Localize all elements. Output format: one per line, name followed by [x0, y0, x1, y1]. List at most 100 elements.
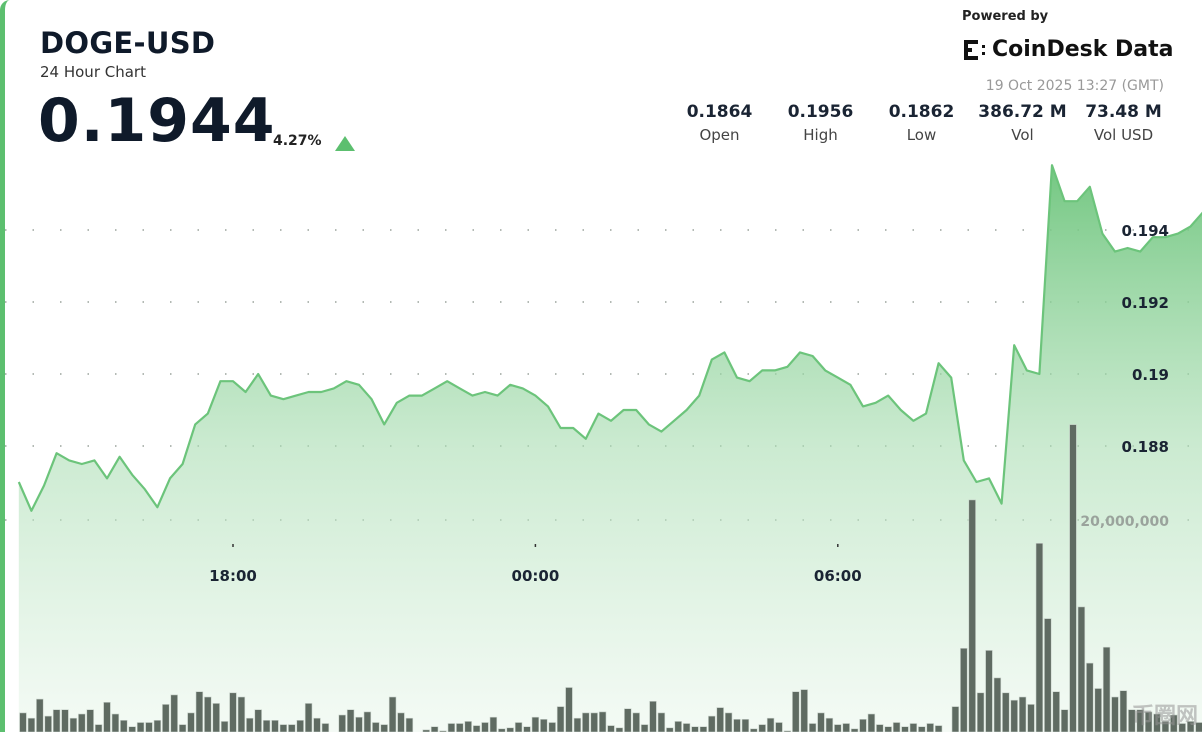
volume-bar [741, 718, 750, 732]
volume-bar [766, 717, 775, 732]
volume-bar [1010, 699, 1018, 732]
volume-bar [976, 692, 985, 732]
stat-vol-usd: 73.48 M Vol USD [1073, 102, 1174, 144]
volume-bar [842, 723, 850, 732]
volume-bar [170, 694, 178, 732]
volume-bar [582, 712, 590, 732]
volume-bar [1077, 606, 1086, 732]
volume-bar [1153, 713, 1161, 732]
volume-bar [985, 650, 993, 732]
price-line [17, 164, 1202, 512]
volume-bar [682, 723, 691, 732]
volume-bar [44, 715, 52, 732]
symbol-title: DOGE-USD [40, 26, 216, 60]
volume-bar [758, 724, 766, 732]
volume-bar [422, 729, 430, 732]
volume-bar [1044, 618, 1052, 732]
volume-bar [640, 724, 649, 732]
volume-bar [834, 724, 842, 732]
volume-bar [363, 711, 372, 732]
volume-bar [1128, 709, 1136, 732]
up-arrow-icon [335, 136, 355, 151]
volume-bar [1136, 709, 1144, 732]
timestamp: 19 Oct 2025 13:27 (GMT) [985, 78, 1164, 94]
current-price: 0.1944 [38, 86, 276, 156]
volume-bar [456, 723, 464, 732]
volume-bar [195, 691, 204, 732]
brand-logo: CoinDesk Data [962, 37, 1174, 62]
volume-bar [111, 713, 120, 732]
volume-bar [968, 499, 976, 732]
volume-bar [346, 709, 355, 732]
volume-bar [304, 703, 313, 732]
volume-bar [783, 730, 792, 732]
volume-bar [565, 687, 573, 732]
volume-bar [338, 714, 346, 732]
brand-name: CoinDesk Data [992, 37, 1174, 62]
volume-bar [884, 726, 892, 732]
volume-bar [27, 717, 36, 732]
volume-bar [808, 723, 817, 732]
volume-bar [120, 719, 128, 732]
volume-bar [1060, 709, 1069, 732]
volume-bar [136, 722, 145, 732]
volume-bar [1069, 424, 1077, 732]
volume-bar [960, 647, 968, 732]
volume-bar [103, 701, 111, 732]
volume-bar [204, 696, 212, 732]
volume-bar [909, 723, 918, 732]
volume-bar [388, 696, 397, 732]
y-tick-label: 0.194 [1122, 222, 1169, 240]
volume-bar [464, 721, 472, 732]
volume-bar [237, 696, 246, 732]
volume-bar [1195, 722, 1202, 732]
stat-label: Vol USD [1093, 126, 1154, 144]
volume-bar [859, 718, 867, 732]
stats-row: 0.1864 Open 0.1956 High 0.1862 Low 386.72 M… [669, 102, 1174, 144]
stat-label: Vol [1011, 126, 1034, 144]
volume-bar [1102, 646, 1111, 732]
volume-bar [1086, 662, 1094, 732]
volume-bar [1119, 690, 1128, 732]
volume-bar [220, 721, 229, 732]
stat-low: 0.1862 Low [871, 102, 972, 144]
volume-bar [380, 724, 388, 732]
volume-bar [355, 716, 363, 732]
volume-bar [817, 712, 825, 732]
stat-high: 0.1956 High [770, 102, 871, 144]
volume-bar [153, 719, 162, 732]
volume-bar [624, 708, 632, 732]
volume-bar [1161, 721, 1170, 732]
volume-bar [262, 719, 271, 732]
volume-bar [296, 719, 304, 732]
volume-bar [1111, 696, 1119, 732]
volume-bar [288, 724, 296, 732]
volume-bar [397, 712, 405, 732]
volume-bar [792, 691, 800, 732]
volume-bar [1002, 692, 1010, 732]
volume-bar [1144, 711, 1153, 732]
volume-bar [993, 677, 1002, 732]
stat-vol: 386.72 M Vol [972, 102, 1073, 144]
volume-bar [19, 712, 27, 732]
volume-bar [212, 703, 220, 732]
volume-bar [800, 689, 808, 732]
volume-bar [94, 724, 103, 732]
volume-bar [128, 726, 136, 732]
volume-bar [472, 725, 481, 732]
stat-label: Low [906, 126, 937, 144]
volume-bar [313, 717, 321, 732]
volume-bar [892, 722, 901, 732]
volume-bar [279, 724, 288, 732]
volume-bar [187, 712, 195, 732]
volume-bar [86, 709, 94, 732]
volume-bar [540, 718, 548, 732]
coindesk-logo-icon [964, 39, 985, 60]
volume-bar [632, 712, 640, 732]
volume-bar [162, 704, 170, 732]
volume-bar [489, 716, 498, 732]
volume-bar [1027, 704, 1035, 732]
watermark: 币圈网 [1131, 704, 1198, 729]
x-tick-label: 00:00 [512, 567, 560, 585]
